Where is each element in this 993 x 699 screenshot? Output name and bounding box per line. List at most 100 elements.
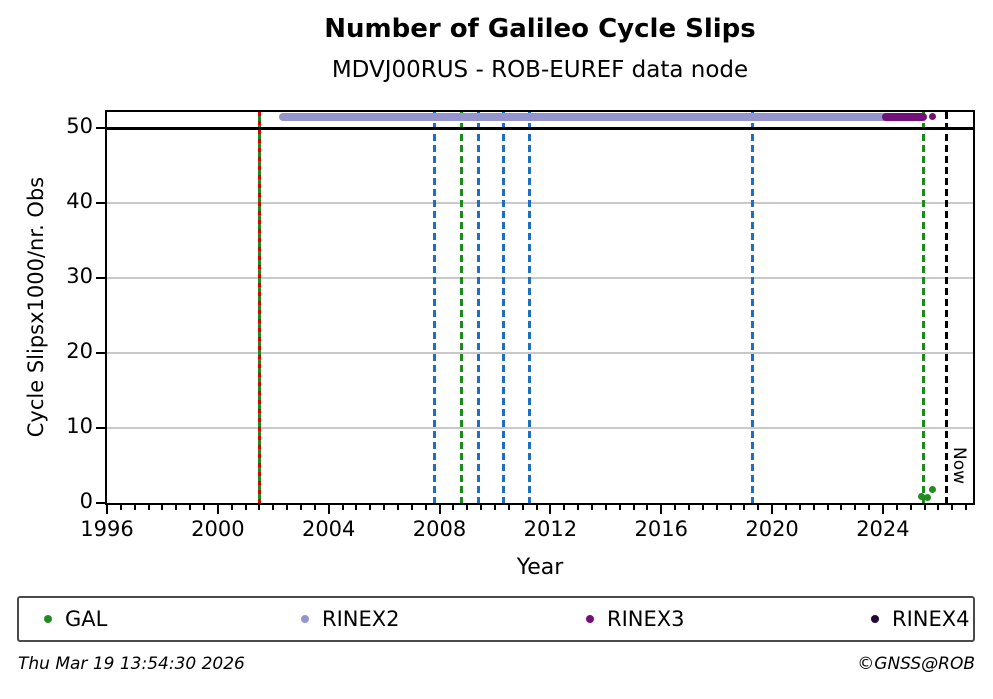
x-tick-label: 2016 bbox=[634, 517, 688, 541]
x-minor-tick bbox=[493, 505, 496, 510]
x-minor-tick bbox=[854, 505, 857, 510]
x-minor-tick bbox=[687, 505, 690, 510]
x-axis-label: Year bbox=[516, 555, 564, 580]
y-major-tick bbox=[96, 352, 105, 355]
x-minor-tick bbox=[577, 505, 580, 510]
event-line bbox=[460, 112, 464, 503]
x-major-tick bbox=[881, 505, 884, 514]
x-minor-tick bbox=[230, 505, 233, 510]
x-minor-tick bbox=[632, 505, 635, 510]
x-minor-tick bbox=[244, 505, 247, 510]
y-tick-label: 50 bbox=[66, 114, 93, 139]
legend-label: RINEX2 bbox=[322, 607, 400, 631]
y-tick-label: 0 bbox=[79, 489, 93, 513]
x-minor-tick bbox=[396, 505, 399, 510]
x-tick-label: 1996 bbox=[80, 517, 134, 541]
y-tick-label: 20 bbox=[66, 339, 93, 364]
x-major-tick bbox=[549, 505, 552, 514]
x-major-tick bbox=[438, 505, 441, 514]
y-major-tick bbox=[96, 127, 105, 130]
x-minor-tick bbox=[286, 505, 289, 510]
x-minor-tick bbox=[202, 505, 205, 510]
x-major-tick bbox=[327, 505, 330, 514]
x-minor-tick bbox=[507, 505, 510, 510]
event-line bbox=[476, 112, 480, 503]
legend-label: RINEX3 bbox=[607, 607, 685, 631]
x-minor-tick bbox=[674, 505, 677, 510]
x-minor-tick bbox=[590, 505, 593, 510]
legend-item-rinex3: RINEX3 bbox=[586, 598, 685, 640]
x-minor-tick bbox=[535, 505, 538, 510]
gridline bbox=[107, 202, 973, 205]
x-minor-tick bbox=[424, 505, 427, 510]
x-minor-tick bbox=[313, 505, 316, 510]
x-tick-label: 2012 bbox=[523, 517, 578, 541]
y-major-tick bbox=[96, 202, 105, 205]
x-minor-tick bbox=[812, 505, 815, 510]
x-minor-tick bbox=[868, 505, 871, 510]
x-minor-tick bbox=[161, 505, 164, 510]
x-minor-tick bbox=[701, 505, 704, 510]
data-point-gal bbox=[928, 486, 936, 494]
legend: GAL RINEX2 RINEX3 RINEX4 bbox=[17, 596, 975, 642]
x-tick-label: 2004 bbox=[301, 517, 356, 541]
event-line bbox=[432, 112, 436, 503]
plot-area bbox=[96, 110, 975, 514]
x-minor-tick bbox=[743, 505, 746, 510]
legend-dot-rinex2 bbox=[301, 615, 309, 623]
x-tick-label: 2000 bbox=[191, 517, 245, 541]
x-minor-tick bbox=[951, 505, 954, 510]
x-minor-tick bbox=[452, 505, 455, 510]
x-minor-tick bbox=[646, 505, 649, 510]
x-major-tick bbox=[106, 505, 108, 514]
credit: ©GNSS@ROB bbox=[857, 654, 975, 674]
chart-subtitle: MDVJ00RUS - ROB-EUREF data node bbox=[331, 57, 749, 83]
x-minor-tick bbox=[175, 505, 178, 510]
threshold-line bbox=[107, 127, 973, 131]
x-minor-tick bbox=[840, 505, 843, 510]
x-minor-tick bbox=[729, 505, 732, 510]
x-minor-tick bbox=[410, 505, 413, 510]
data-band-rinex3 bbox=[881, 112, 928, 121]
legend-item-rinex2: RINEX2 bbox=[301, 598, 400, 640]
x-minor-tick bbox=[189, 505, 192, 510]
gridline bbox=[107, 277, 973, 280]
now-line bbox=[945, 112, 949, 503]
event-line bbox=[751, 112, 755, 503]
x-tick-label: 2020 bbox=[745, 517, 799, 541]
x-minor-tick bbox=[798, 505, 801, 510]
x-minor-tick bbox=[147, 505, 150, 510]
event-line bbox=[528, 112, 532, 503]
x-minor-tick bbox=[937, 505, 940, 510]
x-minor-tick bbox=[618, 505, 621, 510]
x-minor-tick bbox=[272, 505, 275, 510]
x-minor-tick bbox=[369, 505, 372, 510]
x-minor-tick bbox=[563, 505, 566, 510]
x-minor-tick bbox=[133, 505, 136, 510]
x-minor-tick bbox=[784, 505, 787, 510]
y-major-tick bbox=[96, 502, 105, 504]
legend-dot-rinex4 bbox=[871, 615, 879, 623]
legend-label: GAL bbox=[65, 607, 108, 631]
data-point-gal bbox=[918, 493, 926, 501]
x-minor-tick bbox=[521, 505, 524, 510]
event-line bbox=[921, 112, 925, 503]
x-minor-tick bbox=[383, 505, 386, 510]
data-band-rinex2 bbox=[278, 112, 921, 121]
x-minor-tick bbox=[715, 505, 718, 510]
x-tick-label: 2008 bbox=[412, 517, 467, 541]
x-major-tick bbox=[771, 505, 774, 514]
x-minor-tick bbox=[341, 505, 344, 510]
data-point-rinex3 bbox=[929, 113, 937, 121]
legend-label: RINEX4 bbox=[892, 607, 970, 631]
x-minor-tick bbox=[355, 505, 358, 510]
y-tick-label: 10 bbox=[66, 414, 93, 439]
x-minor-tick bbox=[826, 505, 829, 510]
x-major-tick bbox=[660, 505, 663, 514]
x-minor-tick bbox=[923, 505, 926, 510]
x-minor-tick bbox=[119, 505, 122, 510]
x-minor-tick bbox=[604, 505, 607, 510]
legend-dot-gal bbox=[44, 615, 52, 623]
timestamp: Thu Mar 19 13:54:30 2026 bbox=[18, 654, 245, 674]
legend-dot-rinex3 bbox=[586, 615, 594, 623]
